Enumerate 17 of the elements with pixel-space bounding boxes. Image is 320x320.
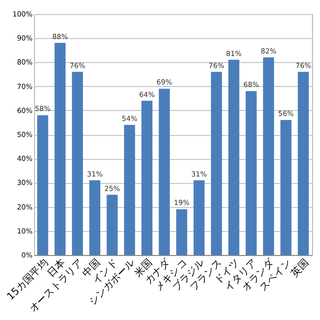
bar bbox=[246, 91, 257, 255]
bar bbox=[194, 180, 205, 255]
bar bbox=[280, 120, 292, 255]
bar bbox=[106, 194, 118, 255]
bar bbox=[158, 88, 170, 255]
bar bbox=[72, 72, 83, 255]
bar bbox=[176, 209, 188, 255]
bar bbox=[124, 124, 136, 255]
bar bbox=[228, 60, 240, 255]
bar bbox=[89, 180, 100, 255]
bar bbox=[37, 115, 48, 255]
bar bbox=[141, 100, 152, 255]
x-tick-label: 英国 bbox=[288, 256, 312, 280]
bar bbox=[54, 42, 66, 255]
bar bbox=[298, 72, 309, 255]
bar bbox=[263, 57, 274, 255]
bar bbox=[210, 72, 222, 255]
